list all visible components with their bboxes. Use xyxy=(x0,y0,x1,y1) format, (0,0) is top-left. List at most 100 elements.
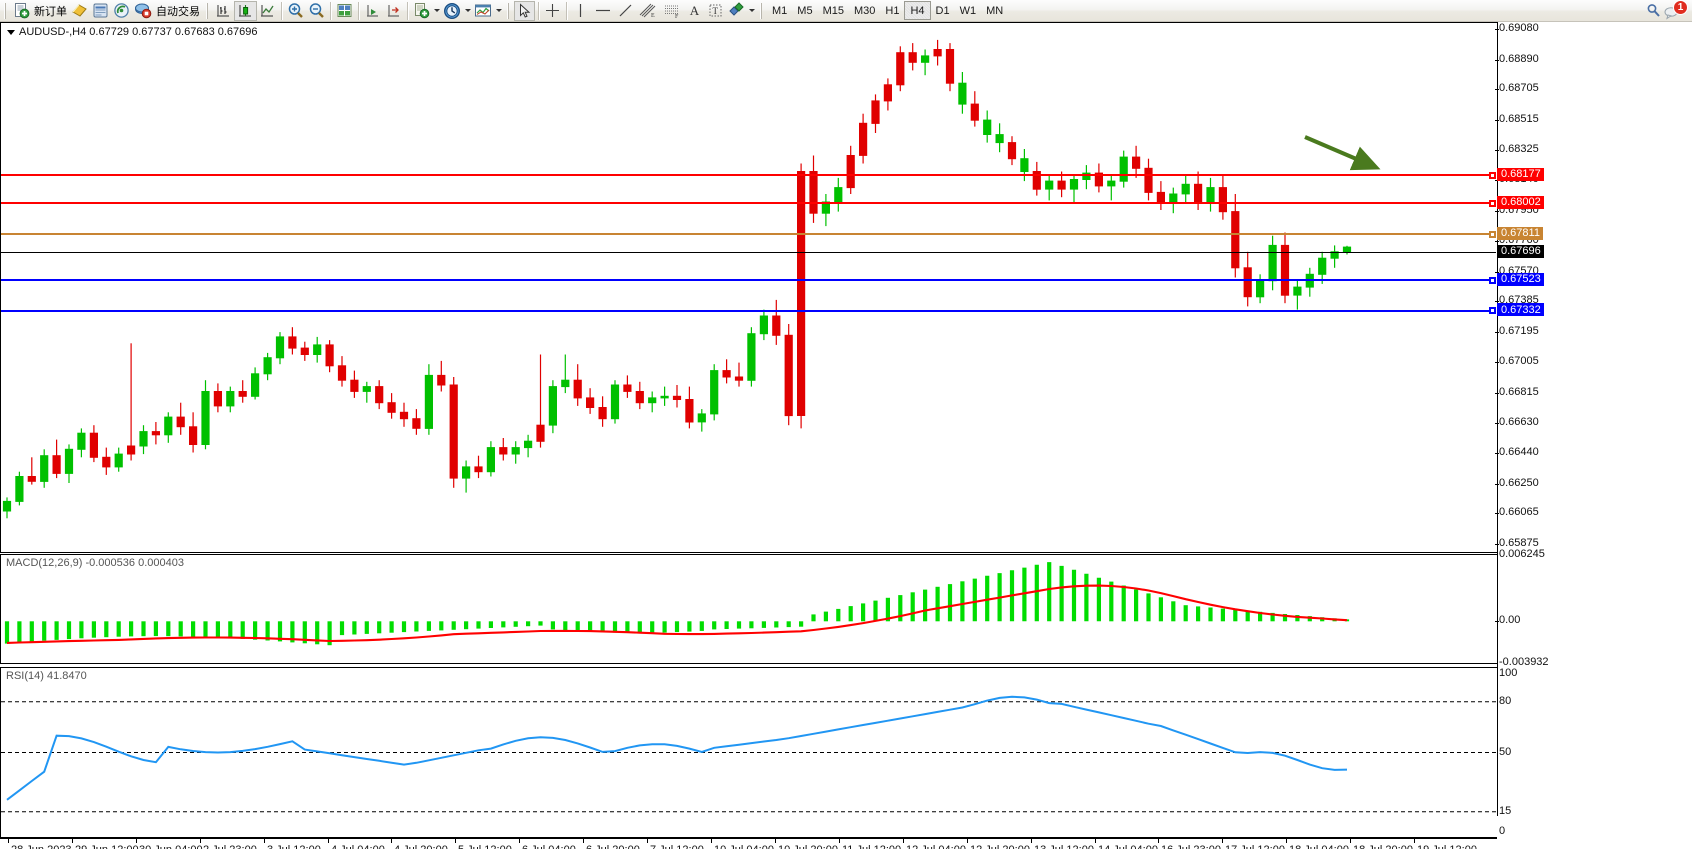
time-tick-label: 11 Jul 12:00 xyxy=(842,844,901,849)
zoom-in-icon[interactable] xyxy=(285,1,306,21)
toolbar-grip-4[interactable] xyxy=(758,2,765,20)
resistance-price-tag[interactable]: 0.68002 xyxy=(1497,195,1544,209)
equidistant-channel-icon[interactable]: E xyxy=(636,1,660,21)
price-pane[interactable]: AUDUSD-,H4 0.67729 0.67737 0.67683 0.676… xyxy=(0,22,1497,553)
indicators-chevron-down-icon[interactable] xyxy=(494,9,503,12)
new-order-icon[interactable] xyxy=(11,1,32,21)
indicators-icon[interactable] xyxy=(472,1,494,21)
price-tick-mark xyxy=(1495,392,1499,394)
support-line[interactable] xyxy=(1,279,1496,282)
horizontal-line-icon[interactable] xyxy=(591,1,615,21)
pivot-line[interactable] xyxy=(1,233,1496,235)
data-window-icon[interactable] xyxy=(90,1,111,21)
resistance-line[interactable] xyxy=(1,202,1496,205)
time-tick-label: 4 Jul 04:00 xyxy=(331,844,385,849)
toolbar-grip-2[interactable] xyxy=(204,2,211,20)
time-tick-mark xyxy=(264,839,265,843)
timeframe-m30[interactable]: M30 xyxy=(853,4,876,17)
toolbar-grip-3[interactable] xyxy=(505,2,512,20)
current-price-price-tag: 0.67696 xyxy=(1497,244,1544,258)
toolbar-grip[interactable] xyxy=(2,2,9,20)
zoom-out-icon[interactable] xyxy=(306,1,327,21)
expert-advisor-icon[interactable] xyxy=(69,1,90,21)
pivot-handle[interactable] xyxy=(1489,230,1496,238)
price-tick-mark xyxy=(1495,543,1499,545)
price-candles xyxy=(2,39,1352,519)
timeframe-d1[interactable]: D1 xyxy=(935,4,950,17)
rsi-tick-label: 80 xyxy=(1499,694,1512,707)
shapes-chevron-down-icon[interactable] xyxy=(747,9,756,12)
time-tick-label: 29 Jun 12:00 xyxy=(75,844,139,849)
timeframe-h1[interactable]: H1 xyxy=(885,4,900,17)
timeframe-w1[interactable]: W1 xyxy=(959,4,977,17)
alerts-icon[interactable]: 1 xyxy=(1664,0,1688,21)
trendline-icon[interactable] xyxy=(615,1,636,21)
support-line[interactable] xyxy=(1,309,1496,312)
time-tick-mark xyxy=(583,839,584,843)
timeframe-m15[interactable]: M15 xyxy=(822,4,844,17)
support-handle[interactable] xyxy=(1489,276,1496,284)
text-icon[interactable]: A xyxy=(689,2,700,18)
periods-chevron-down-icon[interactable] xyxy=(463,9,472,12)
chart-shift-icon[interactable] xyxy=(362,1,383,21)
time-tick-mark xyxy=(647,839,648,843)
line-chart-icon[interactable] xyxy=(257,1,278,21)
candlestick-chart-icon[interactable] xyxy=(234,0,257,21)
price-tick-label: 0.68515 xyxy=(1495,113,1539,125)
timeframe-m5[interactable]: M5 xyxy=(797,4,813,17)
current-price-line xyxy=(1,252,1496,254)
auto-scroll-icon[interactable] xyxy=(383,1,404,21)
navigator-icon[interactable] xyxy=(111,1,132,21)
price-tick-label: 0.67950 xyxy=(1495,204,1539,216)
timeframe-mn[interactable]: MN xyxy=(986,4,1004,17)
vertical-line-icon[interactable] xyxy=(570,1,591,21)
price-tick-label: 0.67760 xyxy=(1495,235,1539,246)
time-tick-mark xyxy=(8,839,9,843)
resistance-price-tag[interactable]: 0.68177 xyxy=(1497,167,1544,181)
time-tick-mark xyxy=(328,839,329,843)
shapes-icon[interactable] xyxy=(726,1,747,21)
time-tick-mark xyxy=(1031,839,1032,843)
rsi-pane[interactable]: RSI(14) 41.8470 xyxy=(0,667,1497,838)
price-tick-label: 0.66250 xyxy=(1495,477,1539,489)
resistance-line[interactable] xyxy=(1,174,1496,177)
time-tick-label: 28 Jun 2023 xyxy=(11,844,72,849)
price-tick-mark xyxy=(1495,210,1499,212)
text-label-icon[interactable]: T xyxy=(705,1,726,21)
support-price-tag[interactable]: 0.67332 xyxy=(1497,303,1544,317)
resistance-handle[interactable] xyxy=(1489,171,1496,179)
support-price-tag[interactable]: 0.67523 xyxy=(1497,272,1544,286)
price-tick-mark xyxy=(1495,271,1499,273)
time-tick-mark xyxy=(1095,839,1096,843)
grid-icon[interactable] xyxy=(334,1,355,21)
support-handle[interactable] xyxy=(1489,307,1496,315)
annotation-arrow-icon[interactable] xyxy=(1301,133,1391,183)
rsi-tick-label: 15 xyxy=(1499,804,1512,817)
price-tick-mark xyxy=(1495,422,1499,424)
resistance-handle[interactable] xyxy=(1489,199,1496,207)
price-tick-mark xyxy=(1495,89,1499,91)
templates-icon[interactable] xyxy=(411,1,432,21)
chart-menu-triangle-icon[interactable] xyxy=(7,29,15,35)
crosshair-icon[interactable] xyxy=(542,1,563,21)
timeframe-m1[interactable]: M1 xyxy=(772,4,788,17)
time-tick-mark xyxy=(1222,839,1223,843)
timeframe-h4[interactable]: H4 xyxy=(904,1,931,20)
search-icon[interactable] xyxy=(1643,1,1664,21)
chart-area[interactable]: AUDUSD-,H4 0.67729 0.67737 0.67683 0.676… xyxy=(0,22,1692,849)
time-tick-mark xyxy=(967,839,968,843)
templates-chevron-down-icon[interactable] xyxy=(432,9,441,12)
pivot-price-tag[interactable]: 0.67811 xyxy=(1497,226,1543,240)
time-tick-label: 6 Jul 20:00 xyxy=(586,844,640,849)
bar-chart-icon[interactable] xyxy=(213,1,234,21)
fibonacci-icon[interactable]: F xyxy=(660,1,684,21)
periods-icon[interactable] xyxy=(441,1,463,21)
time-scale[interactable]: 28 Jun 202329 Jun 12:0030 Jun 04:002 Jul… xyxy=(0,838,1497,849)
time-tick-mark xyxy=(1158,839,1159,843)
auto-trading-icon[interactable] xyxy=(132,1,154,21)
price-scale[interactable]: 0.69080 0.68890 0.68705 0.68515 0.68325 0.681… xyxy=(1495,22,1692,837)
time-tick-mark xyxy=(1414,839,1415,843)
macd-pane[interactable]: MACD(12,26,9) -0.000536 0.000403 xyxy=(0,554,1497,664)
cursor-icon[interactable] xyxy=(514,0,535,21)
time-tick-mark xyxy=(1286,839,1287,843)
